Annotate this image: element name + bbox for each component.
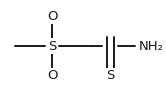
Text: O: O [47, 10, 58, 23]
Text: S: S [48, 39, 56, 53]
Text: NH₂: NH₂ [138, 39, 164, 53]
Text: S: S [107, 69, 115, 82]
Text: O: O [47, 69, 58, 82]
